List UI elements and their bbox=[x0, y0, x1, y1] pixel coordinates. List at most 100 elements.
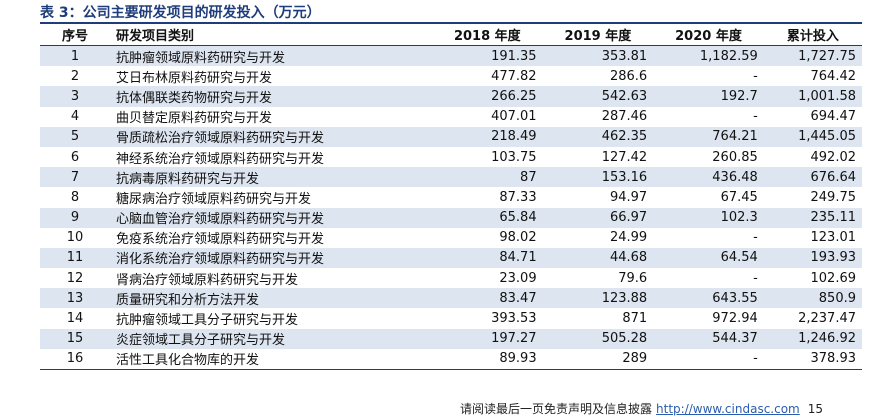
table-cell: 23.09 bbox=[499, 270, 537, 286]
table-cell: 871 bbox=[622, 311, 648, 327]
table-cell: 87 bbox=[520, 169, 537, 185]
table-cell: 191.35 bbox=[491, 48, 537, 64]
table-row: 5 骨质疏松治疗领域原料药研究与开发 218.49 462.35 764.21 1,445… bbox=[40, 126, 862, 147]
table-cell: 消化系统治疗领域原料药研究与开发 bbox=[116, 252, 325, 268]
table-cell: 16 bbox=[40, 348, 110, 370]
table-cell: 活性工具化合物库的开发 bbox=[110, 348, 432, 370]
table-cell: 764.21 bbox=[712, 129, 758, 145]
table-cell: 505.28 bbox=[601, 331, 648, 347]
table-cell: 850.9 bbox=[818, 290, 856, 306]
column-header: 2020 年度 bbox=[653, 22, 764, 46]
table-cell: 11 bbox=[66, 250, 84, 266]
footer: 请阅读最后一页免责声明及信息披露 http://www.cindasc.com 15 bbox=[460, 400, 823, 417]
table-cell: 心脑血管治疗领域原料药研究与开发 bbox=[116, 212, 325, 228]
table-cell: 66.97 bbox=[609, 210, 648, 226]
column-header: 序号 bbox=[40, 22, 110, 46]
table-row: 9 心脑血管治疗领域原料药研究与开发 65.84 66.97 102.3 235.11 bbox=[40, 207, 862, 228]
table-cell: 218.49 bbox=[491, 129, 537, 145]
table-row: 3 抗体偶联类药物研究与开发 266.25 542.63 192.7 1,001.58 bbox=[40, 86, 862, 107]
table-cell: 694.47 bbox=[810, 109, 857, 125]
table-cell: 1,445.05 bbox=[798, 129, 856, 145]
table-cell: 289 bbox=[542, 348, 654, 370]
table-cell: 127.42 bbox=[601, 149, 648, 165]
table-cell: 407.01 bbox=[491, 109, 537, 125]
table-cell: 抗体偶联类药物研究与开发 bbox=[116, 90, 273, 106]
table-cell: 102.69 bbox=[810, 270, 857, 286]
table-cell: 抗病毒原料药研究与开发 bbox=[116, 171, 260, 187]
table-cell: - bbox=[753, 68, 758, 84]
table-row: 7 抗病毒原料药研究与开发 87 153.16 436.48 676.64 bbox=[40, 167, 862, 188]
table-cell: 1,727.75 bbox=[798, 48, 856, 64]
table-cell: 153.16 bbox=[601, 169, 648, 185]
table-cell: 炎症领域工具分子研究与开发 bbox=[116, 333, 286, 349]
table-cell: 3 bbox=[70, 88, 80, 104]
table-cell: 192.7 bbox=[720, 88, 758, 104]
table-cell: 249.75 bbox=[810, 189, 857, 205]
table-cell: 67.45 bbox=[720, 189, 758, 205]
table-cell: 骨质疏松治疗领域原料药研究与开发 bbox=[116, 131, 325, 147]
column-header: 研发项目类别 bbox=[110, 22, 432, 46]
table-cell: 抗肿瘤领域原料药研究与开发 bbox=[116, 50, 286, 66]
table-cell: 393.53 bbox=[491, 311, 537, 327]
table-cell: 艾日布林原料药研究与开发 bbox=[116, 70, 273, 86]
table-cell: 492.02 bbox=[810, 149, 857, 165]
table-row: 14 抗肿瘤领域工具分子研究与开发 393.53 871 972.94 2,237.47 bbox=[40, 308, 862, 328]
table-cell: 1,246.92 bbox=[798, 331, 856, 347]
table-cell: 神经系统治疗领域原料药研究与开发 bbox=[116, 151, 325, 167]
table-cell: 235.11 bbox=[810, 210, 857, 226]
table-cell: 2 bbox=[70, 68, 80, 84]
table-cell: 6 bbox=[70, 149, 80, 165]
table-cell: 13 bbox=[66, 290, 84, 306]
page-number: 15 bbox=[807, 402, 824, 416]
column-header: 2018 年度 bbox=[432, 22, 543, 46]
website-link[interactable]: http://www.cindasc.com bbox=[656, 402, 800, 416]
table-cell: 477.82 bbox=[491, 68, 537, 84]
table-cell: 123.88 bbox=[601, 290, 648, 306]
table-cell: 1,001.58 bbox=[798, 88, 856, 104]
table-cell: 266.25 bbox=[491, 88, 537, 104]
table-cell: 287.46 bbox=[601, 109, 648, 125]
table-cell: 972.94 bbox=[712, 311, 758, 327]
table-row: 8 糖尿病治疗领域原料药研究与开发 87.33 94.97 67.45 249.75 bbox=[40, 187, 862, 207]
table-cell: 15 bbox=[66, 331, 84, 347]
table-row: 12 肾病治疗领域原料药研究与开发 23.09 79.6 - 102.69 bbox=[40, 268, 862, 288]
table-cell: 378.93 bbox=[763, 348, 862, 370]
table-cell: - bbox=[753, 230, 758, 246]
table-cell: - bbox=[753, 270, 758, 286]
table-cell: - bbox=[653, 348, 764, 370]
table-cell: 4 bbox=[70, 109, 80, 125]
table-cell: 糖尿病治疗领域原料药研究与开发 bbox=[116, 191, 312, 207]
table-cell: 79.6 bbox=[618, 270, 648, 286]
table-row: 4 曲贝替定原料药研究与开发 407.01 287.46 - 694.47 bbox=[40, 107, 862, 127]
table-cell: 2,237.47 bbox=[798, 311, 856, 327]
table-cell: 5 bbox=[70, 129, 80, 145]
table-cell: 质量研究和分析方法开发 bbox=[116, 292, 260, 308]
table-body: 1 抗肿瘤领域原料药研究与开发 191.35 353.81 1,182.59 1,727.… bbox=[40, 45, 862, 370]
table-cell: 89.93 bbox=[432, 348, 543, 370]
column-header: 2019 年度 bbox=[542, 22, 654, 46]
table-row: 10 免疫系统治疗领域原料药研究与开发 98.02 24.99 - 123.01 bbox=[40, 228, 862, 248]
table-cell: 286.6 bbox=[609, 68, 648, 84]
table-cell: 14 bbox=[66, 311, 84, 327]
table-cell: 542.63 bbox=[601, 88, 648, 104]
table-cell: 94.97 bbox=[609, 189, 648, 205]
table-cell: 12 bbox=[66, 270, 84, 286]
table-row: 1 抗肿瘤领域原料药研究与开发 191.35 353.81 1,182.59 1,727.… bbox=[40, 45, 862, 67]
table-cell: 462.35 bbox=[601, 129, 648, 145]
table-cell: 83.47 bbox=[499, 290, 537, 306]
table-cell: 353.81 bbox=[601, 48, 648, 64]
table-cell: 193.93 bbox=[810, 250, 857, 266]
table-cell: 抗肿瘤领域工具分子研究与开发 bbox=[116, 313, 299, 329]
table-cell: 764.42 bbox=[810, 68, 857, 84]
disclaimer: 请阅读最后一页免责声明及信息披露 bbox=[460, 402, 653, 416]
table-cell: 436.48 bbox=[712, 169, 758, 185]
table-cell: 曲贝替定原料药研究与开发 bbox=[116, 111, 273, 127]
table-row: 16 活性工具化合物库的开发 89.93 289-378.93 bbox=[40, 348, 862, 370]
table-cell: 免疫系统治疗领域原料药研究与开发 bbox=[116, 232, 325, 248]
header-row: 序号 研发项目类别 2018 年度 2019 年度 2020 年度 累计投入 bbox=[40, 22, 862, 46]
table-cell: 8 bbox=[70, 189, 80, 205]
table-cell: 98.02 bbox=[499, 230, 537, 246]
table-cell: 260.85 bbox=[712, 149, 758, 165]
table-cell: 24.99 bbox=[609, 230, 648, 246]
